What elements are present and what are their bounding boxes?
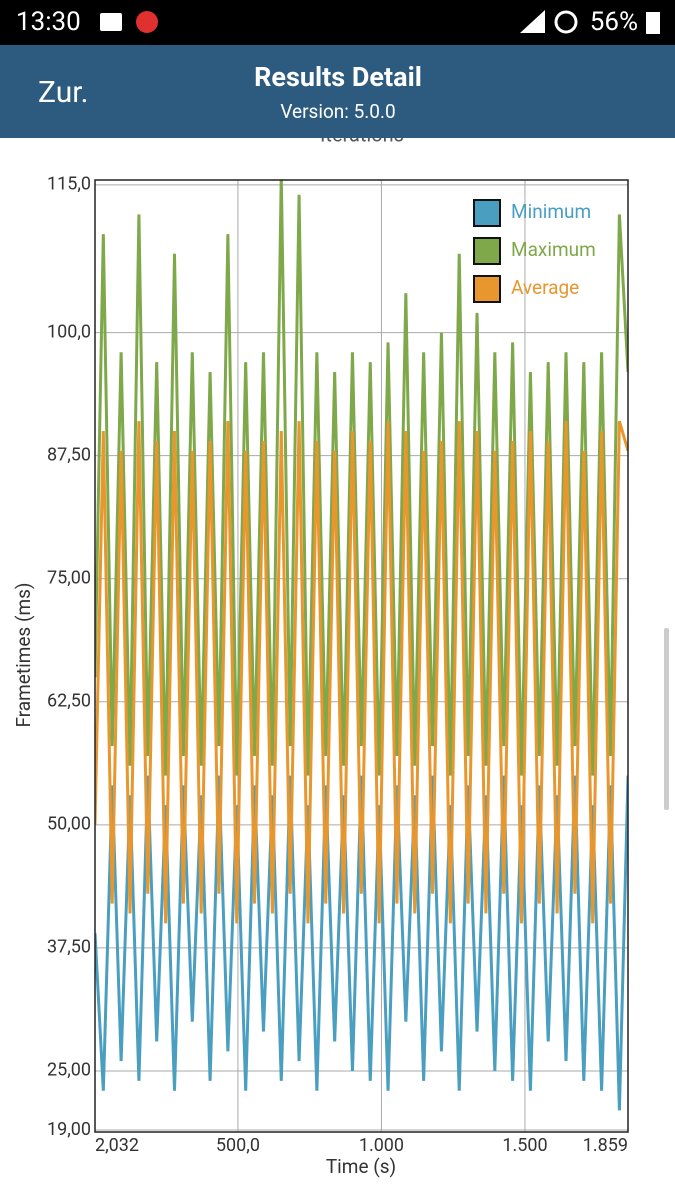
header-title: Results Detail: [254, 61, 422, 93]
y-tick-label: 25,00: [47, 1060, 91, 1081]
dnd-icon: [554, 10, 578, 34]
legend-label: Minimum: [511, 200, 591, 223]
legend-swatch: [473, 237, 501, 265]
battery-text: 56%: [590, 7, 638, 37]
y-tick-label: 75,00: [47, 567, 91, 588]
y-tick-label: 87,50: [47, 444, 91, 465]
y-tick-label: 115,0: [47, 174, 91, 195]
x-tick-label: 1.500: [502, 1135, 547, 1156]
series-line: [95, 180, 628, 776]
y-tick-label: 50,00: [47, 814, 91, 835]
x-axis-label: Time (s): [326, 1155, 396, 1178]
battery-icon: [646, 12, 660, 34]
y-axis-label: Frametimes (ms): [12, 582, 35, 727]
legend-label: Maximum: [511, 238, 596, 261]
plot-frame: [94, 179, 629, 1133]
header-subtitle: Version: 5.0.0: [280, 100, 395, 123]
back-button[interactable]: Zur.: [38, 75, 89, 110]
legend-swatch: [473, 275, 501, 303]
x-tick-label: 1.859: [583, 1135, 628, 1156]
y-tick-label: 100,0: [47, 321, 91, 342]
chart-title: Iterations: [320, 122, 404, 146]
scrollbar: [664, 628, 669, 810]
y-tick-label: 62,50: [47, 691, 91, 712]
x-tick-label: 500,0: [216, 1135, 260, 1156]
y-tick-label: 37,50: [47, 937, 91, 958]
series-line: [95, 775, 628, 1111]
app-icon: [136, 11, 158, 33]
series-line: [95, 420, 628, 924]
legend-swatch: [473, 199, 501, 227]
x-tick-label: 2,032: [95, 1135, 139, 1156]
gallery-icon: [100, 13, 122, 31]
clock: 13:30: [16, 7, 81, 37]
plot: 19,00 25,00 37,50 50,00 62,50 75,00 87,50 100,0…: [47, 174, 629, 1156]
legend-label: Average: [511, 276, 579, 299]
wifi-icon: [520, 10, 545, 33]
y-tick-label: 19,00: [47, 1119, 91, 1140]
x-tick-label: 1.000: [359, 1135, 404, 1156]
app-bar: [0, 45, 675, 138]
